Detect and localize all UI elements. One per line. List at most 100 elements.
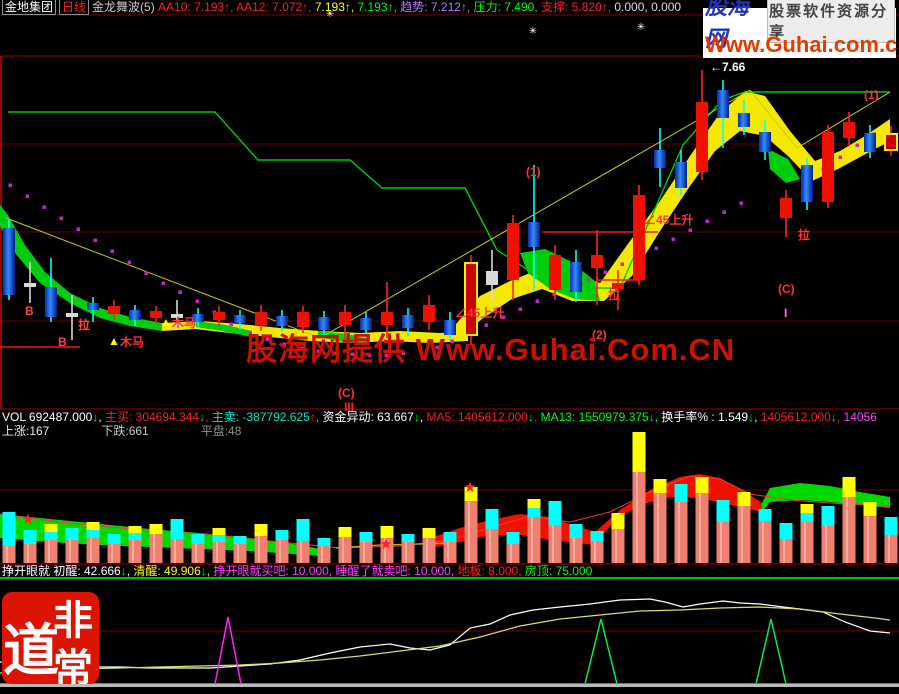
volume-bar-cap — [611, 513, 625, 529]
volume-bar — [65, 540, 79, 563]
indicator-field: 地板: 8.000, — [457, 564, 525, 578]
indicator-ribbon — [196, 321, 252, 337]
seal-char: 非 — [53, 598, 93, 643]
candle-body — [675, 162, 687, 188]
candle-body — [759, 132, 771, 152]
volume-bar — [632, 472, 646, 563]
magenta-dot — [282, 342, 286, 346]
breadth-field: 下跌:661 — [101, 424, 149, 438]
header-field: AA12: 7.072↑, — [236, 0, 315, 14]
volume-bar-cap — [779, 523, 793, 539]
breadth-field: 平盘:48 — [200, 424, 242, 438]
volume-bar-cap — [821, 506, 835, 526]
volume-field: ↓ — [748, 410, 755, 424]
volume-bar — [422, 538, 436, 563]
candle-body — [780, 198, 792, 218]
volume-bar-cap — [632, 432, 646, 472]
volume-bar-cap — [254, 524, 268, 536]
chart-annotation: (C) — [778, 282, 795, 296]
volume-bar-cap — [191, 534, 205, 544]
volume-bar — [653, 493, 667, 563]
watermark-url: Www.Guhai.com.cn — [705, 32, 899, 57]
chart-annotation: 木马 — [119, 334, 144, 349]
volume-bar-cap — [212, 535, 226, 542]
magenta-dot — [501, 315, 505, 319]
volume-bar-cap — [149, 524, 163, 534]
volume-bar-cap — [107, 534, 121, 544]
volume-bar — [380, 538, 394, 563]
volume-bar-cap — [128, 526, 142, 533]
candle-body — [717, 90, 729, 118]
chart-annotation: ∠45上升 — [644, 212, 693, 227]
volume-bar — [149, 534, 163, 563]
magenta-dot — [435, 345, 439, 349]
header-field[interactable]: 金地集团 — [2, 0, 57, 15]
magenta-dot — [93, 238, 97, 242]
volume-bar-cap — [233, 536, 247, 544]
volume-bar — [842, 497, 856, 563]
candle-body — [3, 228, 15, 295]
volume-bar-cap — [464, 487, 478, 501]
volume-bar-cap — [359, 532, 373, 542]
seal-watermark: 非 常 道 — [2, 592, 99, 691]
green-signal-spike — [584, 618, 618, 685]
volume-bar — [821, 526, 835, 563]
volume-info-bar: VOL 692487.000↓, 主买: 304694.344↓, 主卖: -3… — [2, 410, 877, 424]
header-field: 支撑: 5.820↑, — [541, 0, 615, 14]
header-field: AA10: 7.193↑, — [158, 0, 237, 14]
volume-bar — [506, 544, 520, 563]
volume-bar — [569, 538, 583, 563]
chart-annotation: ▲ — [160, 315, 172, 329]
header-field: 7.193↑, — [314, 0, 358, 14]
candle-body — [318, 317, 330, 330]
volume-field: 主卖: -387792.625 — [211, 410, 310, 424]
volume-bar — [170, 539, 184, 563]
magenta-dot — [855, 143, 859, 147]
magenta-dot — [333, 351, 337, 355]
magenta-dot — [76, 227, 80, 231]
candle-body — [884, 133, 898, 151]
volume-bar — [611, 529, 625, 563]
volume-bar-cap — [443, 532, 457, 542]
candle-body — [486, 271, 498, 285]
volume-bar — [338, 537, 352, 563]
magenta-dot — [654, 246, 658, 250]
volume-bar-cap — [212, 528, 226, 535]
volume-bar-cap — [485, 509, 499, 529]
red-star-marker: ★ — [21, 511, 34, 528]
candle-body — [381, 312, 393, 325]
volume-field: 资金异动: 63.667 — [322, 410, 414, 424]
candle-body — [444, 320, 456, 335]
indicator-field: 睡醒了就卖吧: 10.000, — [335, 564, 458, 578]
header-field[interactable]: 日线 — [59, 0, 90, 15]
magenta-dot — [518, 307, 522, 311]
volume-field: , — [533, 410, 541, 424]
volume-bar-cap — [527, 508, 541, 517]
volume-field: 主买: 304694.344 — [104, 410, 200, 424]
indicator-field: ↓ — [200, 564, 207, 578]
candle-body — [549, 255, 561, 290]
header-field: 金龙舞波(5) — [92, 0, 159, 14]
candle-body — [255, 312, 267, 325]
volume-bar-cap — [800, 504, 814, 513]
candle-body — [402, 315, 414, 328]
magenta-signal-spike — [214, 616, 242, 685]
magenta-dot — [722, 210, 726, 214]
magenta-dot — [265, 337, 269, 341]
volume-bar-cap — [2, 512, 16, 546]
chart-annotation: (1) — [526, 165, 541, 179]
candle-body — [108, 306, 120, 314]
volume-bar-cap — [44, 524, 58, 532]
volume-field: ↓ — [527, 410, 534, 424]
indicator-field: , — [126, 564, 134, 578]
volume-bar — [884, 535, 898, 563]
magenta-dot — [739, 201, 743, 205]
candle-body — [864, 133, 876, 152]
chart-annotation: I — [784, 306, 787, 320]
volume-bar — [2, 546, 16, 563]
volume-bar-cap — [884, 517, 898, 535]
volume-bar — [464, 501, 478, 563]
volume-field: ↓ — [648, 410, 655, 424]
header-field: 压力: 7.490, — [473, 0, 541, 14]
